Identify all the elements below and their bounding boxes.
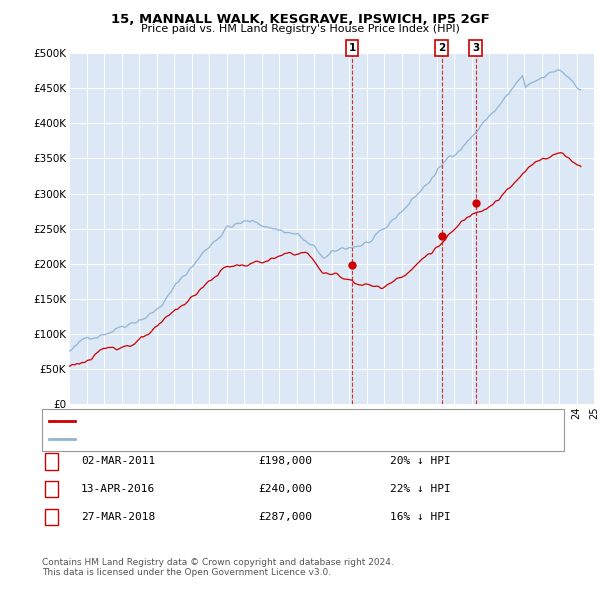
Text: 16% ↓ HPI: 16% ↓ HPI [390, 512, 451, 522]
Text: £240,000: £240,000 [258, 484, 312, 494]
Text: 15, MANNALL WALK, KESGRAVE, IPSWICH, IP5 2GF (detached house): 15, MANNALL WALK, KESGRAVE, IPSWICH, IP5… [81, 416, 437, 426]
Text: 2: 2 [48, 484, 55, 494]
Text: 1: 1 [349, 43, 356, 53]
Text: Price paid vs. HM Land Registry's House Price Index (HPI): Price paid vs. HM Land Registry's House … [140, 24, 460, 34]
Text: 22% ↓ HPI: 22% ↓ HPI [390, 484, 451, 494]
Text: 15, MANNALL WALK, KESGRAVE, IPSWICH, IP5 2GF: 15, MANNALL WALK, KESGRAVE, IPSWICH, IP5… [110, 13, 490, 26]
Text: 1: 1 [48, 457, 55, 466]
Text: 20% ↓ HPI: 20% ↓ HPI [390, 457, 451, 466]
Text: 02-MAR-2011: 02-MAR-2011 [81, 457, 155, 466]
Text: Contains HM Land Registry data © Crown copyright and database right 2024.
This d: Contains HM Land Registry data © Crown c… [42, 558, 394, 577]
Text: £287,000: £287,000 [258, 512, 312, 522]
Text: 3: 3 [472, 43, 479, 53]
Text: 2: 2 [438, 43, 445, 53]
Text: HPI: Average price, detached house, East Suffolk: HPI: Average price, detached house, East… [81, 434, 336, 444]
Text: 3: 3 [48, 512, 55, 522]
Text: 27-MAR-2018: 27-MAR-2018 [81, 512, 155, 522]
Text: £198,000: £198,000 [258, 457, 312, 466]
Text: 13-APR-2016: 13-APR-2016 [81, 484, 155, 494]
